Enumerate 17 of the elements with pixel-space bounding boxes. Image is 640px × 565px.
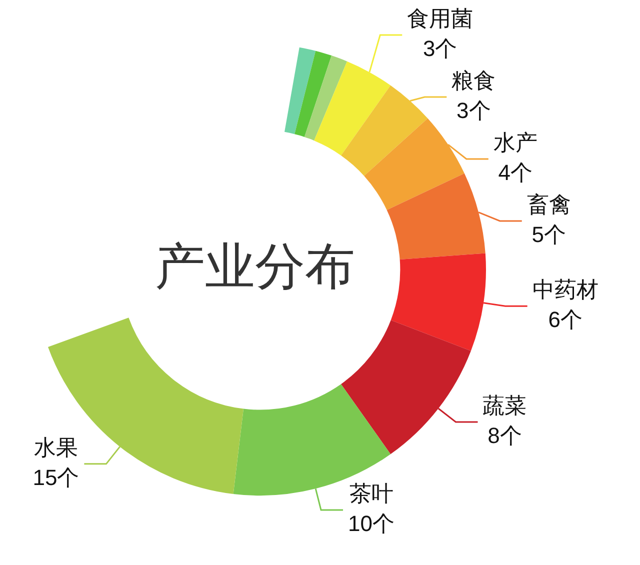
slice-label: 畜禽: [526, 192, 571, 218]
text: 产业分布: [155, 238, 356, 295]
data-label: 4个: [498, 160, 533, 186]
data-label: 3个: [456, 98, 491, 124]
data-label: 5个: [532, 222, 566, 248]
slice-label: 茶叶: [349, 481, 394, 506]
slice-label: 中药材: [532, 277, 598, 302]
data-label: 15个: [32, 464, 80, 490]
slice-label: 食用菌: [407, 6, 474, 32]
slice-label: 粮食: [452, 68, 496, 94]
slice-label: 蔬菜: [482, 393, 527, 418]
data-label: 10个: [348, 511, 394, 536]
slice-label: 水产: [493, 130, 538, 156]
data-label: 6个: [548, 307, 582, 332]
data-label: 8个: [488, 423, 522, 448]
slice-label: 水果: [34, 434, 78, 460]
data-label: 3个: [423, 36, 458, 62]
